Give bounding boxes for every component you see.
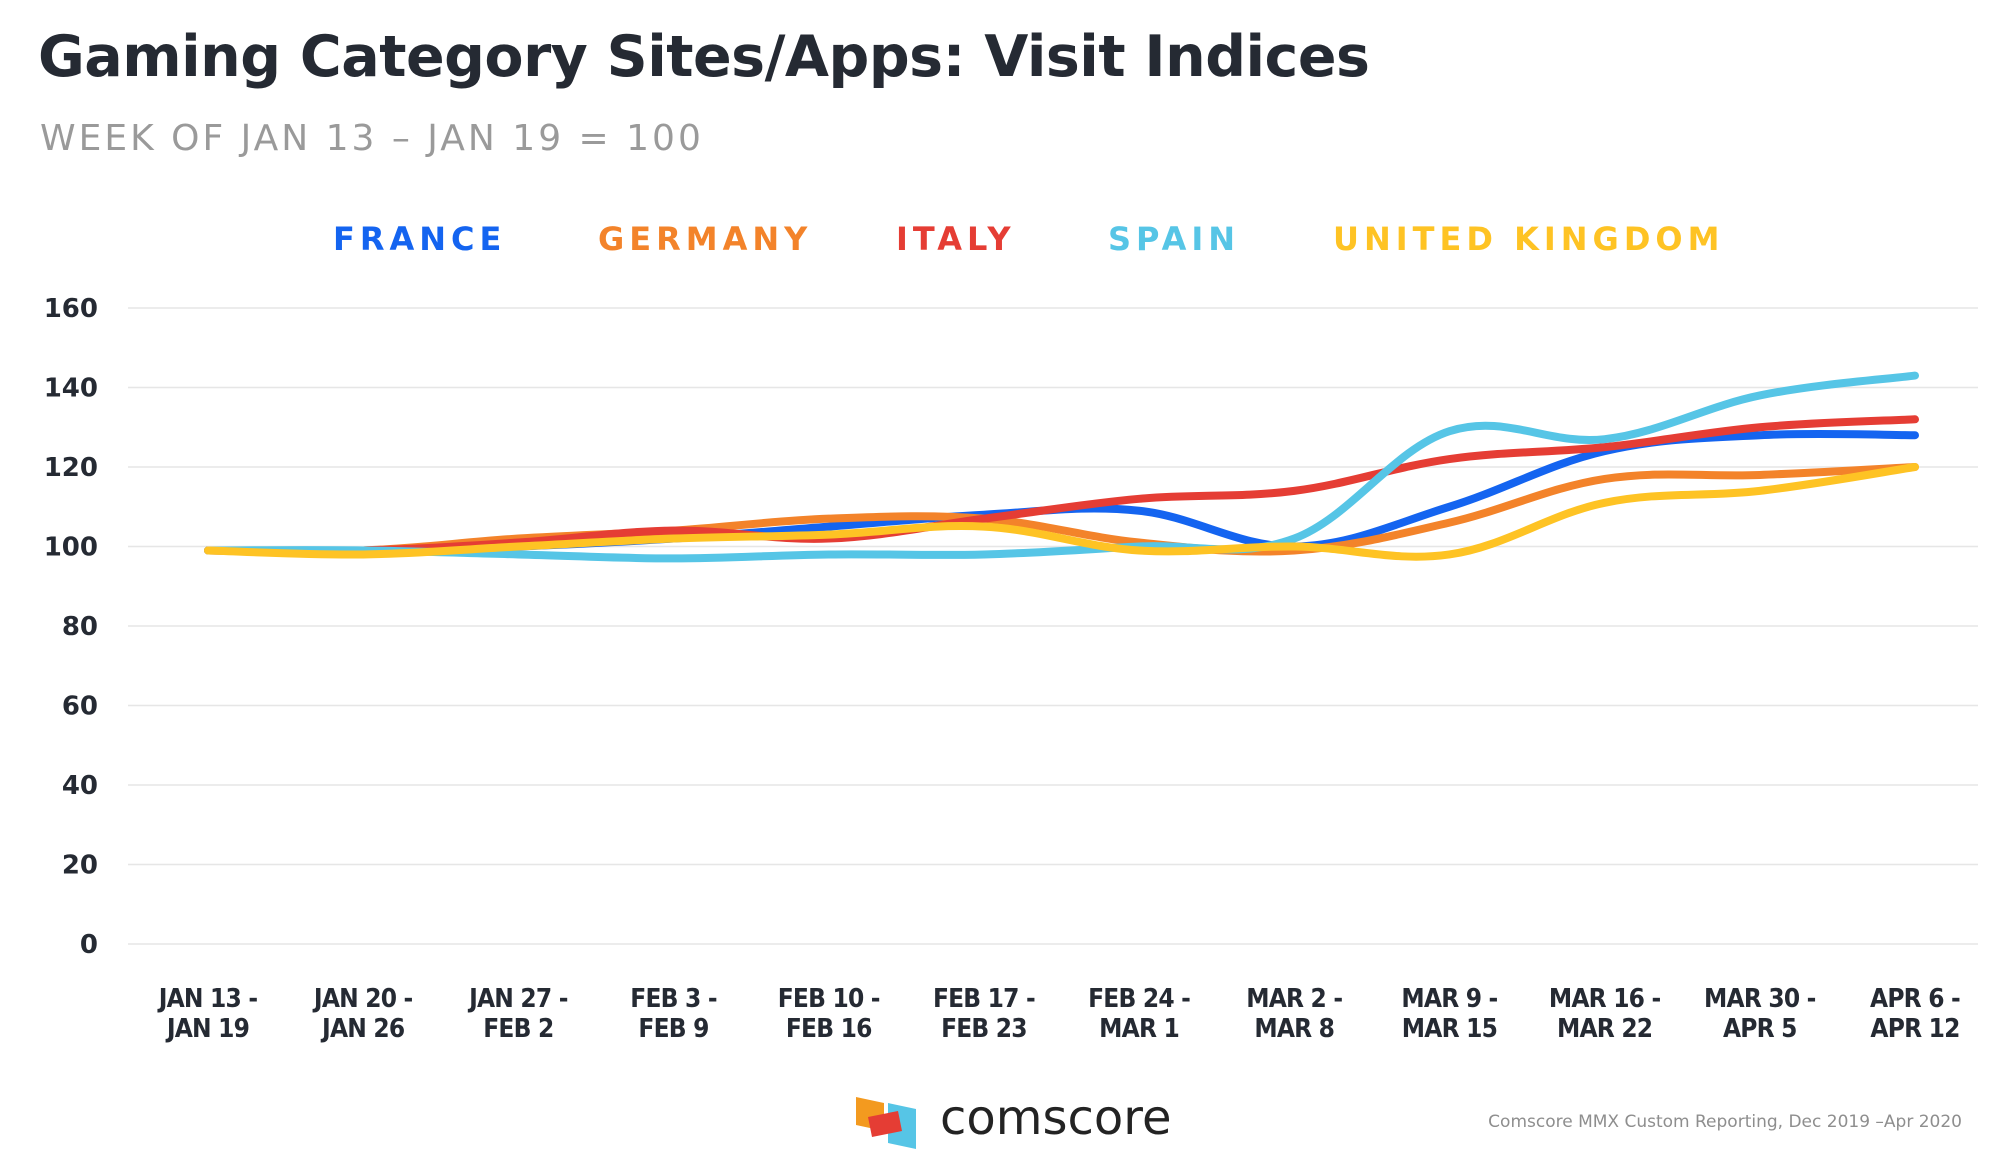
x-tick-label: JAN 26: [320, 1014, 405, 1044]
series-line-spain: [204, 371, 1919, 563]
x-tick-label: MAR 30 -: [1704, 984, 1816, 1014]
y-tick-label: 140: [44, 374, 98, 404]
legend-label-italy: ITALY: [896, 220, 1016, 258]
y-tick-label: 80: [62, 612, 98, 642]
y-tick-label: 60: [62, 692, 98, 722]
legend-label-france: FRANCE: [333, 220, 506, 258]
x-tick-label: APR 6 -: [1870, 984, 1960, 1014]
y-tick-label: 40: [62, 771, 98, 801]
legend: FRANCE GERMANY ITALY SPAIN UNITED KINGDOM: [333, 220, 1724, 258]
x-tick-label: MAR 15: [1402, 1014, 1497, 1044]
legend-label-spain: SPAIN: [1108, 220, 1240, 258]
x-tick-label: APR 5: [1723, 1014, 1797, 1044]
legend-label-united-kingdom: UNITED KINGDOM: [1333, 220, 1724, 258]
x-tick-label: FEB 24 -: [1088, 984, 1190, 1014]
x-tick-label: MAR 9 -: [1401, 984, 1497, 1014]
x-tick-label: FEB 3 -: [630, 984, 717, 1014]
x-tick-label: FEB 17 -: [933, 984, 1035, 1014]
x-tick-label: JAN 13 -: [157, 984, 258, 1014]
comscore-wordmark: comscore: [940, 1090, 1172, 1146]
x-tick-label: JAN 27 -: [467, 984, 568, 1014]
x-tick-label: FEB 9: [638, 1014, 708, 1044]
x-tick-label: FEB 2: [483, 1014, 553, 1044]
x-tick-label: FEB 10 -: [778, 984, 880, 1014]
x-tick-label: MAR 8: [1254, 1014, 1334, 1044]
x-tick-label: MAR 2 -: [1246, 984, 1342, 1014]
series-line-united-kingdom: [204, 463, 1919, 561]
comscore-logo-icon: [856, 1097, 916, 1149]
x-tick-label: JAN 19: [165, 1014, 249, 1044]
x-tick-label: FEB 16: [786, 1014, 872, 1044]
chart-subtitle: WEEK OF JAN 13 – JAN 19 = 100: [40, 118, 704, 159]
x-tick-label: MAR 1: [1099, 1014, 1179, 1044]
y-tick-label: 0: [80, 930, 98, 960]
y-axis: 0 20 40 60 80 100 120 140 160: [44, 294, 98, 960]
y-tick-label: 160: [44, 294, 98, 324]
chart-title: Gaming Category Sites/Apps: Visit Indice…: [38, 24, 1370, 90]
x-tick-label: MAR 22: [1557, 1014, 1652, 1044]
y-tick-label: 100: [44, 533, 98, 563]
y-tick-label: 20: [62, 851, 98, 881]
x-tick-label: APR 12: [1870, 1014, 1959, 1044]
series-lines: [204, 371, 1919, 563]
x-tick-label: MAR 16 -: [1549, 984, 1661, 1014]
x-tick-label: JAN 20 -: [312, 984, 413, 1014]
source-note: Comscore MMX Custom Reporting, Dec 2019 …: [1488, 1112, 1962, 1132]
y-tick-label: 120: [44, 453, 98, 483]
legend-label-germany: GERMANY: [598, 220, 812, 258]
gridlines: [128, 307, 1978, 945]
x-tick-label: FEB 23: [941, 1014, 1027, 1044]
